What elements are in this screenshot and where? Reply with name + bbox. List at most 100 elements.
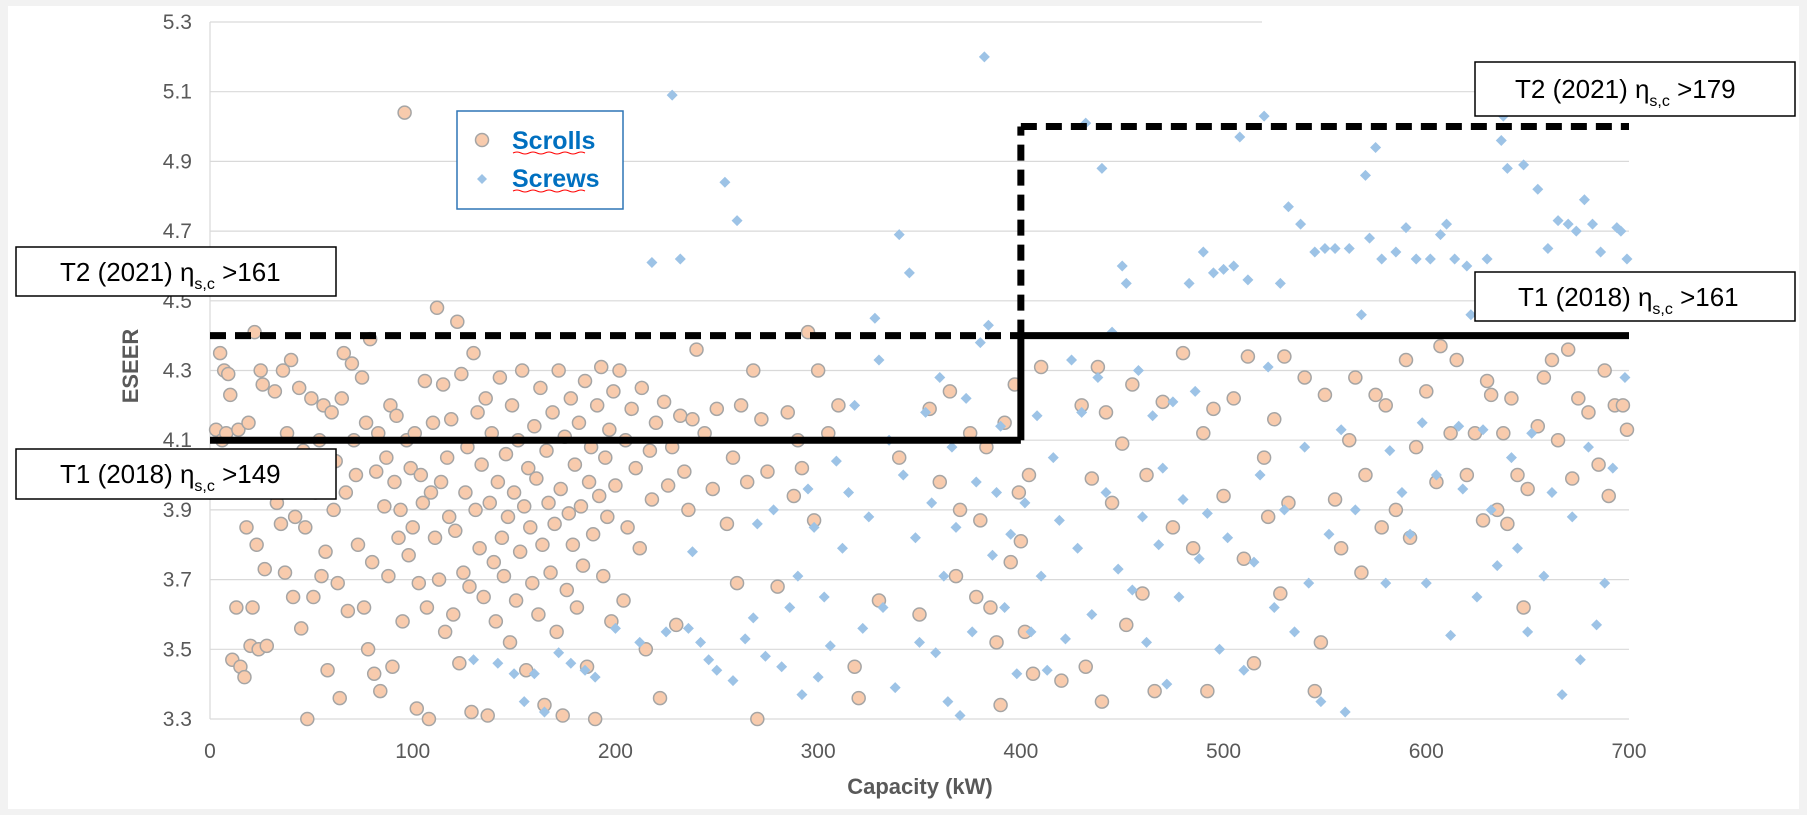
scrolls-point [729, 575, 745, 591]
screws-point [792, 570, 804, 582]
screws-point [1274, 277, 1286, 289]
screws-point [727, 675, 739, 687]
screws-point [1282, 201, 1294, 213]
scrolls-point [212, 345, 228, 361]
scrolls-point [585, 527, 601, 542]
screws-point [873, 354, 885, 366]
scrolls-point [1200, 683, 1215, 699]
scrolls-point [1408, 439, 1424, 455]
scrolls-point [581, 474, 597, 490]
scrolls-point [948, 568, 964, 584]
scrolls-point [786, 488, 802, 504]
y-tick-label: 3.5 [163, 638, 192, 661]
screws-point [1193, 553, 1205, 565]
scrolls-point [470, 405, 485, 420]
screws-point [1587, 218, 1599, 230]
x-tick-label: 100 [395, 740, 430, 763]
scrolls-point [912, 607, 927, 622]
screws-point [1495, 134, 1507, 146]
screws-point [1481, 253, 1493, 265]
scrolls-point [794, 460, 810, 476]
scrolls-point [504, 398, 520, 413]
y-tick-label: 4.9 [163, 150, 192, 173]
y-tick-label: 3.9 [163, 499, 192, 522]
scrolls-point [1165, 520, 1181, 535]
screws-point [538, 706, 550, 718]
callout-t1-149-prefix: T1 (2018) η [60, 459, 194, 489]
scrolls-point [395, 614, 410, 629]
screws-point [784, 601, 796, 613]
scrolls-point [405, 520, 420, 535]
screws-point [954, 710, 966, 722]
screws-point [1278, 504, 1290, 516]
scrolls-point [435, 377, 451, 392]
screws-point [930, 647, 942, 659]
screws-point [843, 486, 855, 498]
scrolls-point [330, 575, 345, 591]
scrolls-point [780, 405, 795, 420]
scrolls-point [1094, 694, 1110, 709]
screws-point [1248, 556, 1260, 568]
screws-point [1562, 218, 1574, 230]
scrolls-point [421, 711, 437, 727]
scrolls-point [993, 697, 1008, 713]
scrolls-point [600, 509, 615, 525]
scrolls-point [593, 359, 609, 375]
scrolls-point [1597, 363, 1612, 378]
screws-point [1485, 504, 1497, 516]
scrolls-point [1433, 338, 1448, 354]
screws-point [1303, 577, 1315, 589]
scrolls-point [1098, 405, 1114, 420]
scrolls-point [456, 565, 471, 580]
scrolls-point [502, 635, 518, 650]
scrolls-point [1475, 513, 1491, 528]
screws-point [830, 455, 842, 467]
scrolls-point [1033, 359, 1049, 375]
scrolls-point [539, 443, 554, 458]
scrolls-point [521, 460, 536, 476]
screws-point [1522, 626, 1534, 638]
screws-point [1183, 277, 1195, 289]
scrolls-point [1520, 481, 1535, 497]
svg-text:T2 (2021) ηs,c >161: T2 (2021) ηs,c >161 [60, 257, 281, 293]
scrolls-point [462, 579, 477, 594]
scrolls-point [632, 540, 648, 556]
screws-point [1538, 570, 1550, 582]
scrolls-point [446, 607, 461, 622]
scrolls-point [368, 464, 384, 479]
scrolls-point [443, 412, 459, 427]
scrolls-point [500, 509, 516, 525]
scrolls-point [387, 474, 402, 490]
scrolls-point [1419, 384, 1434, 399]
scrolls-point [1601, 488, 1616, 504]
scrolls-point [529, 471, 544, 486]
screws-point [1449, 253, 1461, 265]
screws-point [1359, 169, 1371, 181]
screws-point [903, 267, 915, 279]
screws-point [609, 622, 621, 634]
scrolls-point [1155, 394, 1171, 410]
scrolls-point [253, 363, 268, 378]
screws-point [1092, 371, 1104, 383]
screws-point [802, 483, 814, 495]
scrolls-point [1114, 436, 1130, 451]
screws-point [1396, 486, 1408, 498]
scrolls-point [413, 467, 429, 483]
callout-t1-2018-149: T1 (2018) ηs,c >149 [15, 448, 337, 500]
screws-point [759, 650, 771, 662]
screws-point [1218, 263, 1230, 275]
scrolls-point [1449, 352, 1464, 368]
x-tick-label: 600 [1409, 740, 1444, 763]
screws-point [1570, 225, 1582, 237]
scrolls-point [403, 460, 418, 476]
scrolls-point [1084, 471, 1100, 486]
scrolls-point [1483, 387, 1499, 403]
scrolls-point [239, 520, 254, 535]
scrolls-point [1125, 377, 1140, 392]
scrolls-point [1236, 551, 1252, 566]
scrolls-point [437, 624, 453, 640]
screws-point [970, 476, 982, 488]
screws-point [934, 371, 946, 383]
scrolls-point [512, 544, 528, 559]
scrolls-point [273, 516, 289, 532]
